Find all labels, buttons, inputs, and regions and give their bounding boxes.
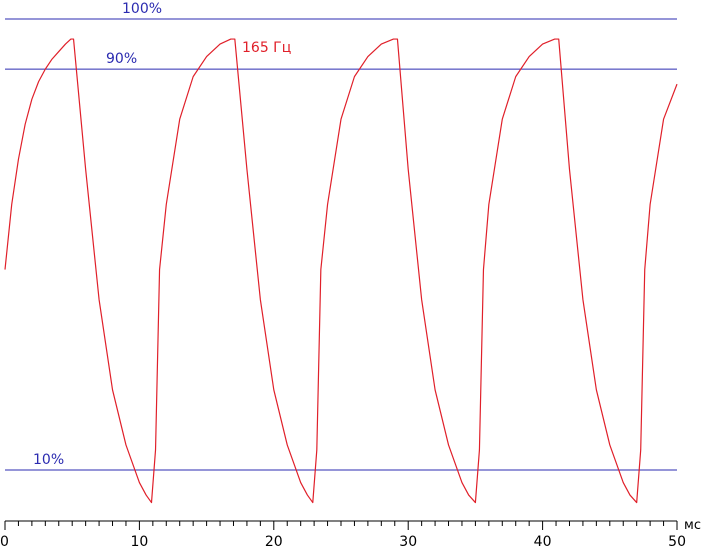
reference-line-label: 10%: [33, 452, 64, 468]
reference-line-label: 90%: [106, 51, 137, 67]
x-tick-label: 50: [668, 534, 686, 549]
series-label: 165 Гц: [242, 40, 291, 56]
x-axis-unit-label: мс: [684, 518, 701, 533]
reference-lines: 100% 90% 10%: [5, 1, 677, 471]
reference-line-label: 100%: [122, 1, 162, 17]
plot-area: [4, 38, 678, 504]
x-tick-label: 0: [0, 534, 9, 549]
x-tick-label: 40: [534, 534, 552, 549]
series-line: [4, 38, 678, 504]
x-tick-label: 30: [399, 534, 417, 549]
x-tick-label: 10: [130, 534, 148, 549]
x-axis: 0 10 20 30 40 50: [0, 520, 686, 549]
x-tick-label: 20: [265, 534, 283, 549]
